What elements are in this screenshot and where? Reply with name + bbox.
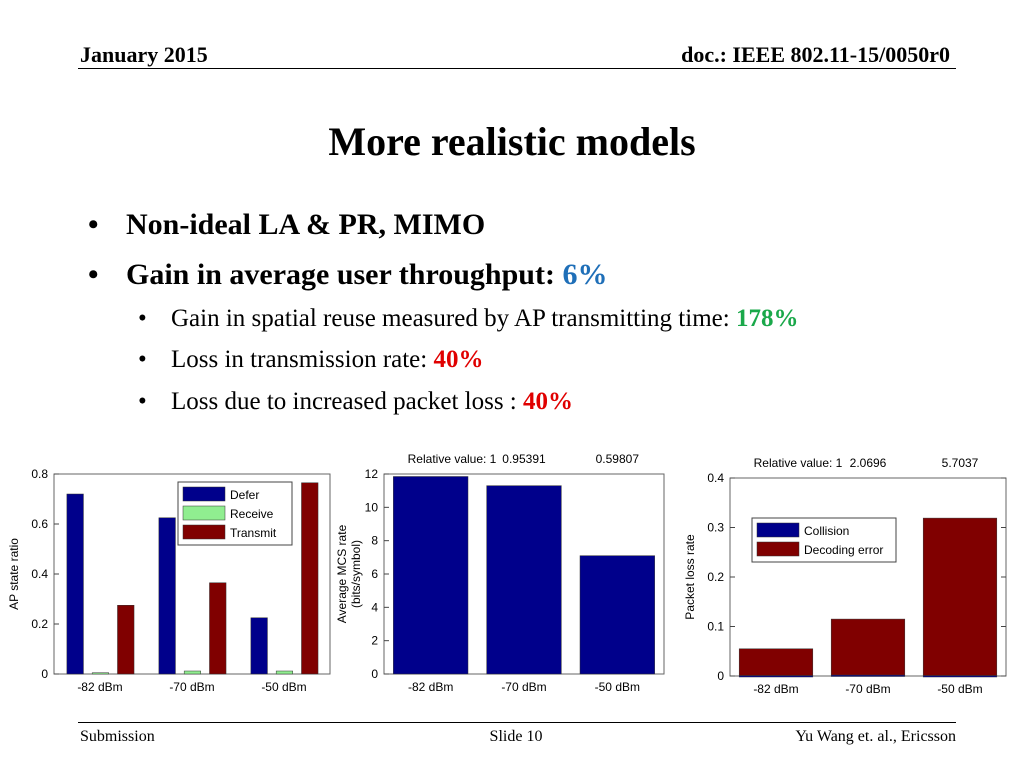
sub-bullet-dot: • — [138, 346, 147, 373]
bar-decoding-error-0 — [738, 648, 814, 676]
sub-bullet-1: • Gain in spatial reuse measured by AP tr… — [138, 305, 798, 333]
y-tick-label: 0.8 — [31, 467, 48, 481]
y-tick-label: 0.1 — [707, 620, 724, 634]
relative-value-label: 0.95391 — [502, 452, 546, 466]
x-tick-label: -50 dBm — [595, 680, 640, 694]
bullet-1: • Non-ideal LA & PR, MIMO — [88, 208, 485, 242]
y-tick-label: 0 — [371, 667, 378, 681]
packet-loss-rate-chart: 0 0.1 0.2 0.3 0.4 -82 dBm -70 dBm -50 dBm Relati… — [683, 456, 1007, 696]
sub-bullet-dot: • — [138, 388, 147, 415]
bar-defer-0 — [66, 493, 84, 675]
x-tick-label: -82 dBm — [753, 682, 798, 696]
x-tick-label: -70 dBm — [845, 682, 890, 696]
legend-label: Collision — [804, 524, 849, 538]
x-tick-label: -82 dBm — [408, 680, 453, 694]
sub-bullet-3: • Loss due to increased packet loss : 40% — [138, 388, 573, 416]
y-tick-label: 6 — [371, 567, 378, 581]
y-tick-label: 0 — [717, 669, 724, 683]
average-mcs-rate-chart: 0 2 4 6 8 10 12 -82 dBm -70 dBm -50 dBm Relative v… — [336, 452, 665, 694]
bar-2 — [579, 555, 655, 675]
bullet-2: • Gain in average user throughput: 6% — [88, 258, 607, 292]
y-tick-label: 0.4 — [31, 567, 48, 581]
legend-label: Defer — [230, 488, 259, 502]
header-date: January 2015 — [80, 42, 208, 67]
slide-title: More realistic models — [328, 119, 696, 164]
legend-label: Transmit — [230, 526, 277, 540]
y-tick-label: 0.6 — [31, 517, 48, 531]
relative-value-label: 2.0696 — [850, 456, 887, 470]
bar-transmit-1 — [209, 582, 227, 675]
bar-receive-1 — [183, 670, 201, 675]
bar-decoding-error-2 — [922, 517, 998, 676]
y-tick-label: 0 — [41, 667, 48, 681]
sub-bullet-2: • Loss in transmission rate: 40% — [138, 346, 483, 374]
sub-bullet-1-text: Gain in spatial reuse measured by AP tra… — [171, 305, 736, 332]
bullet-2-highlight: 6% — [562, 258, 608, 291]
y-tick-label: 0.3 — [707, 521, 724, 535]
y-axis-label: Packet loss rate — [683, 534, 697, 620]
bullet-2-text: Gain in average user throughput: — [126, 258, 563, 291]
x-tick-label: -82 dBm — [77, 680, 122, 694]
x-tick-label: -70 dBm — [501, 680, 546, 694]
bar-defer-2 — [250, 617, 268, 675]
bullet-1-text: Non-ideal LA & PR, MIMO — [126, 208, 486, 241]
y-tick-label: 12 — [365, 467, 379, 481]
sub-bullet-3-highlight: 40% — [523, 388, 573, 415]
bar-0 — [393, 476, 469, 675]
legend-swatch-decoding-error — [756, 541, 800, 557]
x-tick-label: -70 dBm — [169, 680, 214, 694]
bar-transmit-2 — [301, 482, 319, 675]
bullet-dot: • — [88, 208, 99, 241]
footer-authors: Yu Wang et. al., Ericsson — [795, 728, 956, 745]
header-doc-id: doc.: IEEE 802.11-15/0050r0 — [681, 42, 950, 67]
y-tick-label: 2 — [371, 634, 378, 648]
sub-bullet-1-highlight: 178% — [735, 305, 799, 332]
sub-bullet-3-text: Loss due to increased packet loss : — [171, 388, 523, 415]
y-axis-label-2: (bits/symbol) — [349, 540, 363, 608]
legend-swatch-defer — [182, 486, 226, 502]
y-tick-label: 0.2 — [31, 617, 48, 631]
footer-rule — [78, 722, 956, 723]
legend-swatch-receive — [182, 505, 226, 521]
legend-swatch-transmit — [182, 524, 226, 540]
relative-value-label: 0.59807 — [596, 452, 640, 466]
sub-bullet-dot: • — [138, 305, 147, 332]
ap-state-ratio-chart: 0 0.2 0.4 0.6 0.8 -82 dBm -70 dBm -50 dBm AP sta… — [7, 467, 331, 694]
x-tick-label: -50 dBm — [937, 682, 982, 696]
bar-defer-1 — [158, 517, 176, 675]
bar-receive-2 — [275, 670, 293, 675]
relative-value-label: Relative value: 1 — [754, 456, 843, 470]
legend-label: Decoding error — [804, 543, 883, 557]
sub-bullet-2-text: Loss in transmission rate: — [171, 346, 434, 373]
footer-slide-number: Slide 10 — [489, 728, 543, 745]
y-tick-label: 8 — [371, 534, 378, 548]
sub-bullet-2-highlight: 40% — [433, 346, 484, 373]
y-tick-label: 4 — [371, 600, 378, 614]
bar-1 — [486, 485, 562, 675]
footer-submission: Submission — [80, 728, 155, 745]
y-axis-label: AP state ratio — [7, 538, 21, 610]
bar-receive-0 — [91, 672, 109, 675]
relative-value-label: 5.7037 — [942, 456, 979, 470]
relative-value-label: Relative value: 1 — [408, 452, 497, 466]
bar-transmit-0 — [117, 605, 135, 675]
bar-decoding-error-1 — [830, 618, 906, 676]
y-tick-label: 0.4 — [707, 471, 724, 485]
legend-swatch-collision — [756, 522, 800, 538]
bullet-dot: • — [88, 258, 99, 291]
y-axis-label: Average MCS rate — [336, 524, 349, 623]
legend-label: Receive — [230, 507, 274, 521]
header-rule — [78, 68, 956, 69]
y-tick-label: 10 — [365, 500, 379, 514]
y-tick-label: 0.2 — [707, 570, 724, 584]
x-tick-label: -50 dBm — [261, 680, 306, 694]
